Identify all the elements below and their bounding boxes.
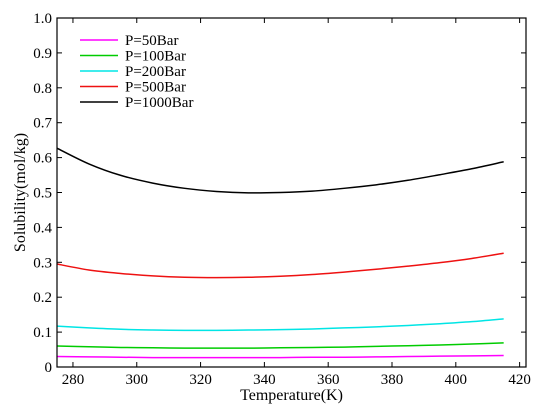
- y-tick-label: 1.0: [33, 11, 52, 27]
- y-tick-label: 0.1: [33, 325, 52, 341]
- legend-label: P=100Bar: [125, 49, 186, 65]
- legend-label: P=200Bar: [125, 64, 186, 80]
- y-axis-title: Solubility(mol/kg): [12, 133, 29, 252]
- y-tick-label: 0.6: [33, 151, 52, 167]
- x-axis: 280 300 320 340 360 380 400 420: [62, 18, 531, 388]
- x-tick-label: 420: [508, 372, 531, 388]
- y-tick-label: 0.7: [33, 116, 52, 132]
- x-axis-title: Temperature(K): [240, 387, 343, 404]
- x-tick-label: 400: [445, 372, 468, 388]
- legend-label: P=50Bar: [125, 33, 178, 49]
- series-line: [56, 147, 504, 194]
- series-lines: [56, 147, 504, 359]
- x-tick-label: 280: [62, 372, 85, 388]
- y-tick-label: 0.2: [33, 290, 52, 306]
- y-tick-label: 0.5: [33, 186, 52, 202]
- y-tick-label: 0.3: [33, 255, 52, 271]
- series-line: [56, 354, 504, 359]
- x-tick-label: 380: [381, 372, 404, 388]
- series-line: [56, 318, 504, 332]
- x-tick-label: 300: [126, 372, 149, 388]
- legend-label: P=500Bar: [125, 80, 186, 96]
- x-tick-label: 320: [189, 372, 212, 388]
- y-axis: 0 0.1 0.2 0.3 0.4 0.5 0.6 0.7 0.8 0.9 1.0: [33, 11, 526, 376]
- legend-label: P=1000Bar: [125, 95, 193, 111]
- y-tick-label: 0.8: [33, 81, 52, 97]
- x-tick-label: 340: [253, 372, 276, 388]
- y-tick-label: 0.9: [33, 46, 52, 62]
- series-line: [56, 252, 504, 279]
- y-tick-label: 0: [45, 360, 53, 376]
- x-tick-label: 360: [317, 372, 340, 388]
- series-line: [56, 342, 504, 349]
- y-tick-label: 0.4: [33, 220, 52, 236]
